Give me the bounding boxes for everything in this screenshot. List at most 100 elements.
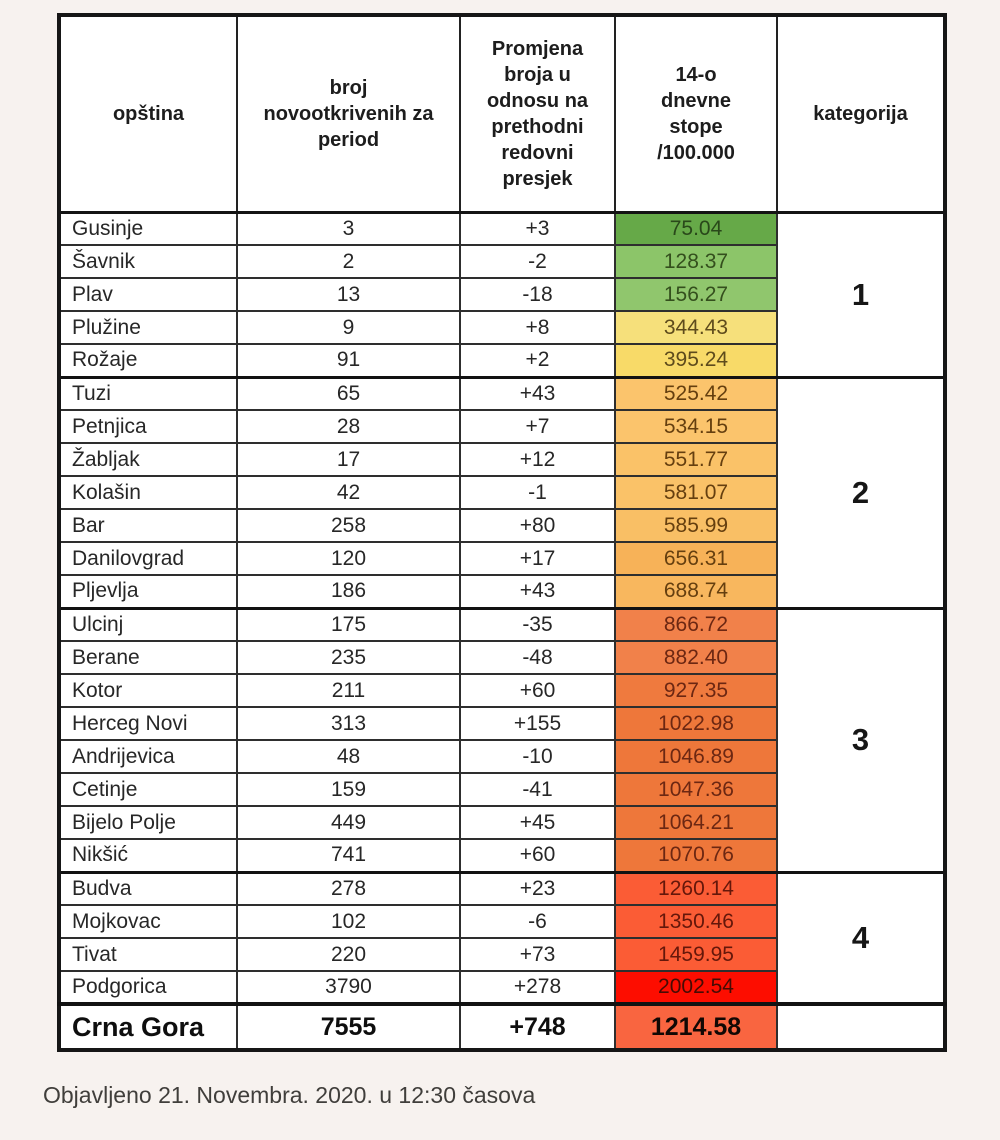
change-cell: +17 — [459, 541, 616, 576]
rate-cell: 1350.46 — [614, 904, 778, 939]
municipality-cell: Herceg Novi — [58, 706, 238, 741]
table-total: Crna Gora 7555 +748 1214.58 — [58, 1002, 946, 1051]
rate-cell: 927.35 — [614, 673, 778, 708]
municipality-cell: Bar — [58, 508, 238, 543]
count-cell: 220 — [236, 937, 461, 972]
rate-cell: 1064.21 — [614, 805, 778, 840]
count-cell: 102 — [236, 904, 461, 939]
rate-cell: 156.27 — [614, 277, 778, 312]
municipality-cell: Budva — [58, 870, 238, 906]
rate-cell: 551.77 — [614, 442, 778, 477]
table-row: Pljevlja 186 +43 688.74 — [58, 574, 945, 609]
count-cell: 2 — [236, 244, 461, 279]
count-cell: 175 — [236, 606, 461, 642]
rate-cell: 534.15 — [614, 409, 778, 444]
published-note: Objavljeno 21. Novembra. 2020. u 12:30 č… — [43, 1082, 536, 1108]
change-cell: +73 — [459, 937, 616, 972]
municipality-cell: Gusinje — [58, 210, 238, 246]
rate-cell: 1459.95 — [614, 937, 778, 972]
table-row: Mojkovac 102 -6 1350.46 — [58, 904, 945, 939]
municipality-cell: Plav — [58, 277, 238, 312]
change-cell: +155 — [459, 706, 616, 741]
table-row: Podgorica 3790 +278 2002.54 — [58, 970, 945, 1005]
change-cell: +23 — [459, 870, 616, 906]
municipality-cell: Tuzi — [58, 375, 238, 411]
table-row: Plav 13 -18 156.27 — [58, 277, 945, 312]
table-body: Gusinje 3 +3 75.04 1 Šavnik 2 -2 128.37 Plav 13 -18… — [58, 210, 946, 1005]
change-cell: -41 — [459, 772, 616, 807]
rate-cell: 1046.89 — [614, 739, 778, 774]
municipality-cell: Rožaje — [58, 343, 238, 378]
change-cell: -2 — [459, 244, 616, 279]
table-row: Budva 278 +23 1260.14 4 — [58, 870, 946, 1005]
count-cell: 3 — [236, 210, 461, 246]
rate-cell: 1070.76 — [614, 838, 778, 873]
change-cell: +80 — [459, 508, 616, 543]
total-rate-cell: 1214.58 — [614, 1002, 778, 1051]
table-row: Ulcinj 175 -35 866.72 3 — [58, 606, 946, 873]
change-cell: +7 — [459, 409, 616, 444]
municipality-cell: Andrijevica — [58, 739, 238, 774]
change-cell: -18 — [459, 277, 616, 312]
table-row: Bar 258 +80 585.99 — [58, 508, 945, 543]
count-cell: 741 — [236, 838, 461, 873]
header-row: opština broj novootkrivenih za period Pr… — [58, 14, 946, 214]
rate-cell: 585.99 — [614, 508, 778, 543]
category-cell: 3 — [776, 606, 946, 873]
change-cell: +8 — [459, 310, 616, 345]
table-row: Nikšić 741 +60 1070.76 — [58, 838, 945, 873]
col-header-kategorija: kategorija — [776, 14, 946, 214]
count-cell: 28 — [236, 409, 461, 444]
rate-cell: 344.43 — [614, 310, 778, 345]
count-cell: 258 — [236, 508, 461, 543]
table-header: opština broj novootkrivenih za period Pr… — [58, 14, 946, 214]
municipality-cell: Ulcinj — [58, 606, 238, 642]
total-municipality-cell: Crna Gora — [58, 1002, 238, 1051]
category-cell: 1 — [776, 210, 946, 378]
rate-cell: 395.24 — [614, 343, 778, 378]
count-cell: 278 — [236, 870, 461, 906]
rate-cell: 656.31 — [614, 541, 778, 576]
municipality-cell: Danilovgrad — [58, 541, 238, 576]
rate-cell: 882.40 — [614, 640, 778, 675]
municipality-cell: Podgorica — [58, 970, 238, 1005]
count-cell: 65 — [236, 375, 461, 411]
count-cell: 235 — [236, 640, 461, 675]
municipality-cell: Šavnik — [58, 244, 238, 279]
municipality-cell: Petnjica — [58, 409, 238, 444]
change-cell: +43 — [459, 574, 616, 609]
change-cell: +12 — [459, 442, 616, 477]
count-cell: 9 — [236, 310, 461, 345]
rate-cell: 688.74 — [614, 574, 778, 609]
table-row: Berane 235 -48 882.40 — [58, 640, 945, 675]
table-row: Žabljak 17 +12 551.77 — [58, 442, 945, 477]
count-cell: 3790 — [236, 970, 461, 1005]
covid-rates-table: opština broj novootkrivenih za period Pr… — [57, 13, 947, 1052]
count-cell: 449 — [236, 805, 461, 840]
rate-cell: 866.72 — [614, 606, 778, 642]
municipality-cell: Plužine — [58, 310, 238, 345]
change-cell: -48 — [459, 640, 616, 675]
table-row: Gusinje 3 +3 75.04 1 — [58, 210, 946, 378]
total-row: Crna Gora 7555 +748 1214.58 — [58, 1002, 946, 1051]
count-cell: 159 — [236, 772, 461, 807]
change-cell: +60 — [459, 673, 616, 708]
total-change-cell: +748 — [459, 1002, 616, 1051]
table-row: Petnjica 28 +7 534.15 — [58, 409, 945, 444]
table-row: Bijelo Polje 449 +45 1064.21 — [58, 805, 945, 840]
table-row: Rožaje 91 +2 395.24 — [58, 343, 945, 378]
table-row: Herceg Novi 313 +155 1022.98 — [58, 706, 945, 741]
col-header-broj: broj novootkrivenih za period — [236, 14, 461, 214]
total-count-cell: 7555 — [236, 1002, 461, 1051]
table-row: Tuzi 65 +43 525.42 2 — [58, 375, 946, 609]
table-row: Andrijevica 48 -10 1046.89 — [58, 739, 945, 774]
municipality-cell: Kotor — [58, 673, 238, 708]
table-row: Danilovgrad 120 +17 656.31 — [58, 541, 945, 576]
rate-cell: 581.07 — [614, 475, 778, 510]
rate-cell: 75.04 — [614, 210, 778, 246]
change-cell: +3 — [459, 210, 616, 246]
count-cell: 48 — [236, 739, 461, 774]
rate-cell: 1022.98 — [614, 706, 778, 741]
table-row: Cetinje 159 -41 1047.36 — [58, 772, 945, 807]
